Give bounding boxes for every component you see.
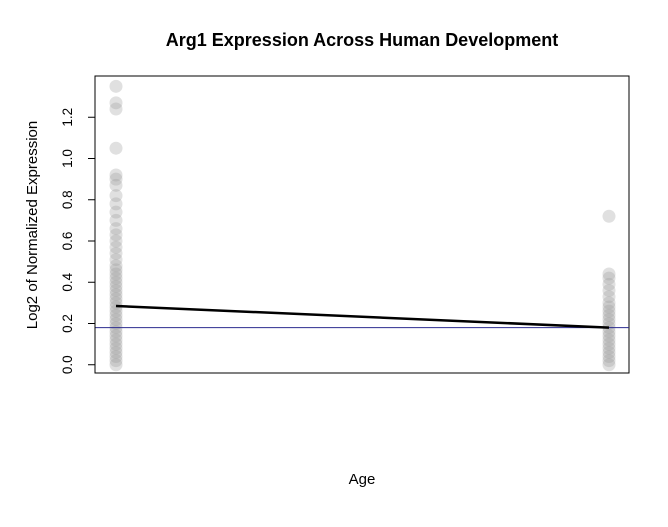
- data-point: [602, 284, 616, 297]
- data-point: [109, 358, 123, 372]
- data-point: [602, 350, 616, 363]
- data-point: [109, 197, 123, 211]
- data-point: [109, 172, 123, 186]
- data-point: [602, 354, 616, 368]
- data-point: [109, 79, 123, 93]
- y-tick-label: 0.6: [60, 232, 75, 251]
- data-point: [602, 267, 616, 281]
- y-tick-label: 1.2: [60, 108, 75, 127]
- data-point: [602, 312, 616, 326]
- data-point: [109, 253, 123, 267]
- data-point: [109, 267, 123, 281]
- data-point: [109, 317, 123, 330]
- data-point: [109, 308, 123, 322]
- data-point: [109, 234, 123, 248]
- chart-title: Arg1 Expression Across Human Development: [166, 30, 558, 50]
- data-point: [602, 300, 616, 314]
- data-point: [109, 288, 123, 302]
- y-tick-label: 0.2: [60, 314, 75, 333]
- data-point: [109, 141, 123, 155]
- y-axis: 0.0 0.2 0.4 0.6 0.8 1.0 1.2: [60, 108, 96, 374]
- data-point: [109, 189, 123, 203]
- data-point: [602, 358, 616, 372]
- data-point: [109, 205, 123, 219]
- y-tick-label: 0.8: [60, 190, 75, 209]
- y-axis-label: Log2 of Normalized Expression: [24, 121, 41, 329]
- data-point: [109, 284, 123, 297]
- data-point: [602, 304, 616, 318]
- data-point: [109, 222, 123, 236]
- y-tick-label: 1.0: [60, 149, 75, 168]
- data-point: [109, 350, 123, 363]
- data-point: [602, 277, 616, 291]
- data-point: [109, 275, 123, 289]
- data-point: [109, 178, 123, 192]
- data-point: [109, 312, 123, 326]
- data-point: [109, 246, 123, 260]
- data-point: [109, 228, 123, 242]
- data-point: [602, 290, 616, 304]
- data-point: [602, 308, 616, 322]
- data-point: [109, 259, 123, 273]
- data-point: [109, 333, 123, 347]
- data-point: [109, 354, 123, 368]
- data-point: [109, 304, 123, 318]
- data-points: [109, 79, 616, 372]
- data-point: [109, 213, 123, 227]
- data-point: [109, 325, 123, 339]
- data-point: [109, 345, 123, 359]
- data-point: [109, 271, 123, 285]
- plot-area-frame: [94, 75, 630, 374]
- data-point: [109, 96, 123, 110]
- data-point: [109, 263, 123, 277]
- data-point: [602, 296, 616, 310]
- lines-layer: [95, 304, 629, 329]
- data-point: [109, 168, 123, 182]
- data-point: [602, 341, 616, 355]
- data-point: [602, 209, 616, 223]
- data-point: [109, 102, 123, 116]
- data-point: [602, 329, 616, 343]
- data-point: [109, 279, 123, 293]
- data-point: [109, 329, 123, 343]
- y-tick-label: 0.4: [60, 272, 75, 291]
- data-point: [602, 345, 616, 359]
- data-point: [602, 337, 616, 351]
- data-point: [109, 240, 123, 254]
- data-point: [109, 341, 123, 355]
- data-point: [109, 337, 123, 351]
- data-point: [602, 271, 616, 285]
- data-point: [109, 292, 123, 306]
- x-axis-label: Age: [349, 471, 376, 488]
- data-point: [602, 333, 616, 347]
- y-tick-label: 0.0: [60, 355, 75, 374]
- trend-line: [115, 304, 610, 329]
